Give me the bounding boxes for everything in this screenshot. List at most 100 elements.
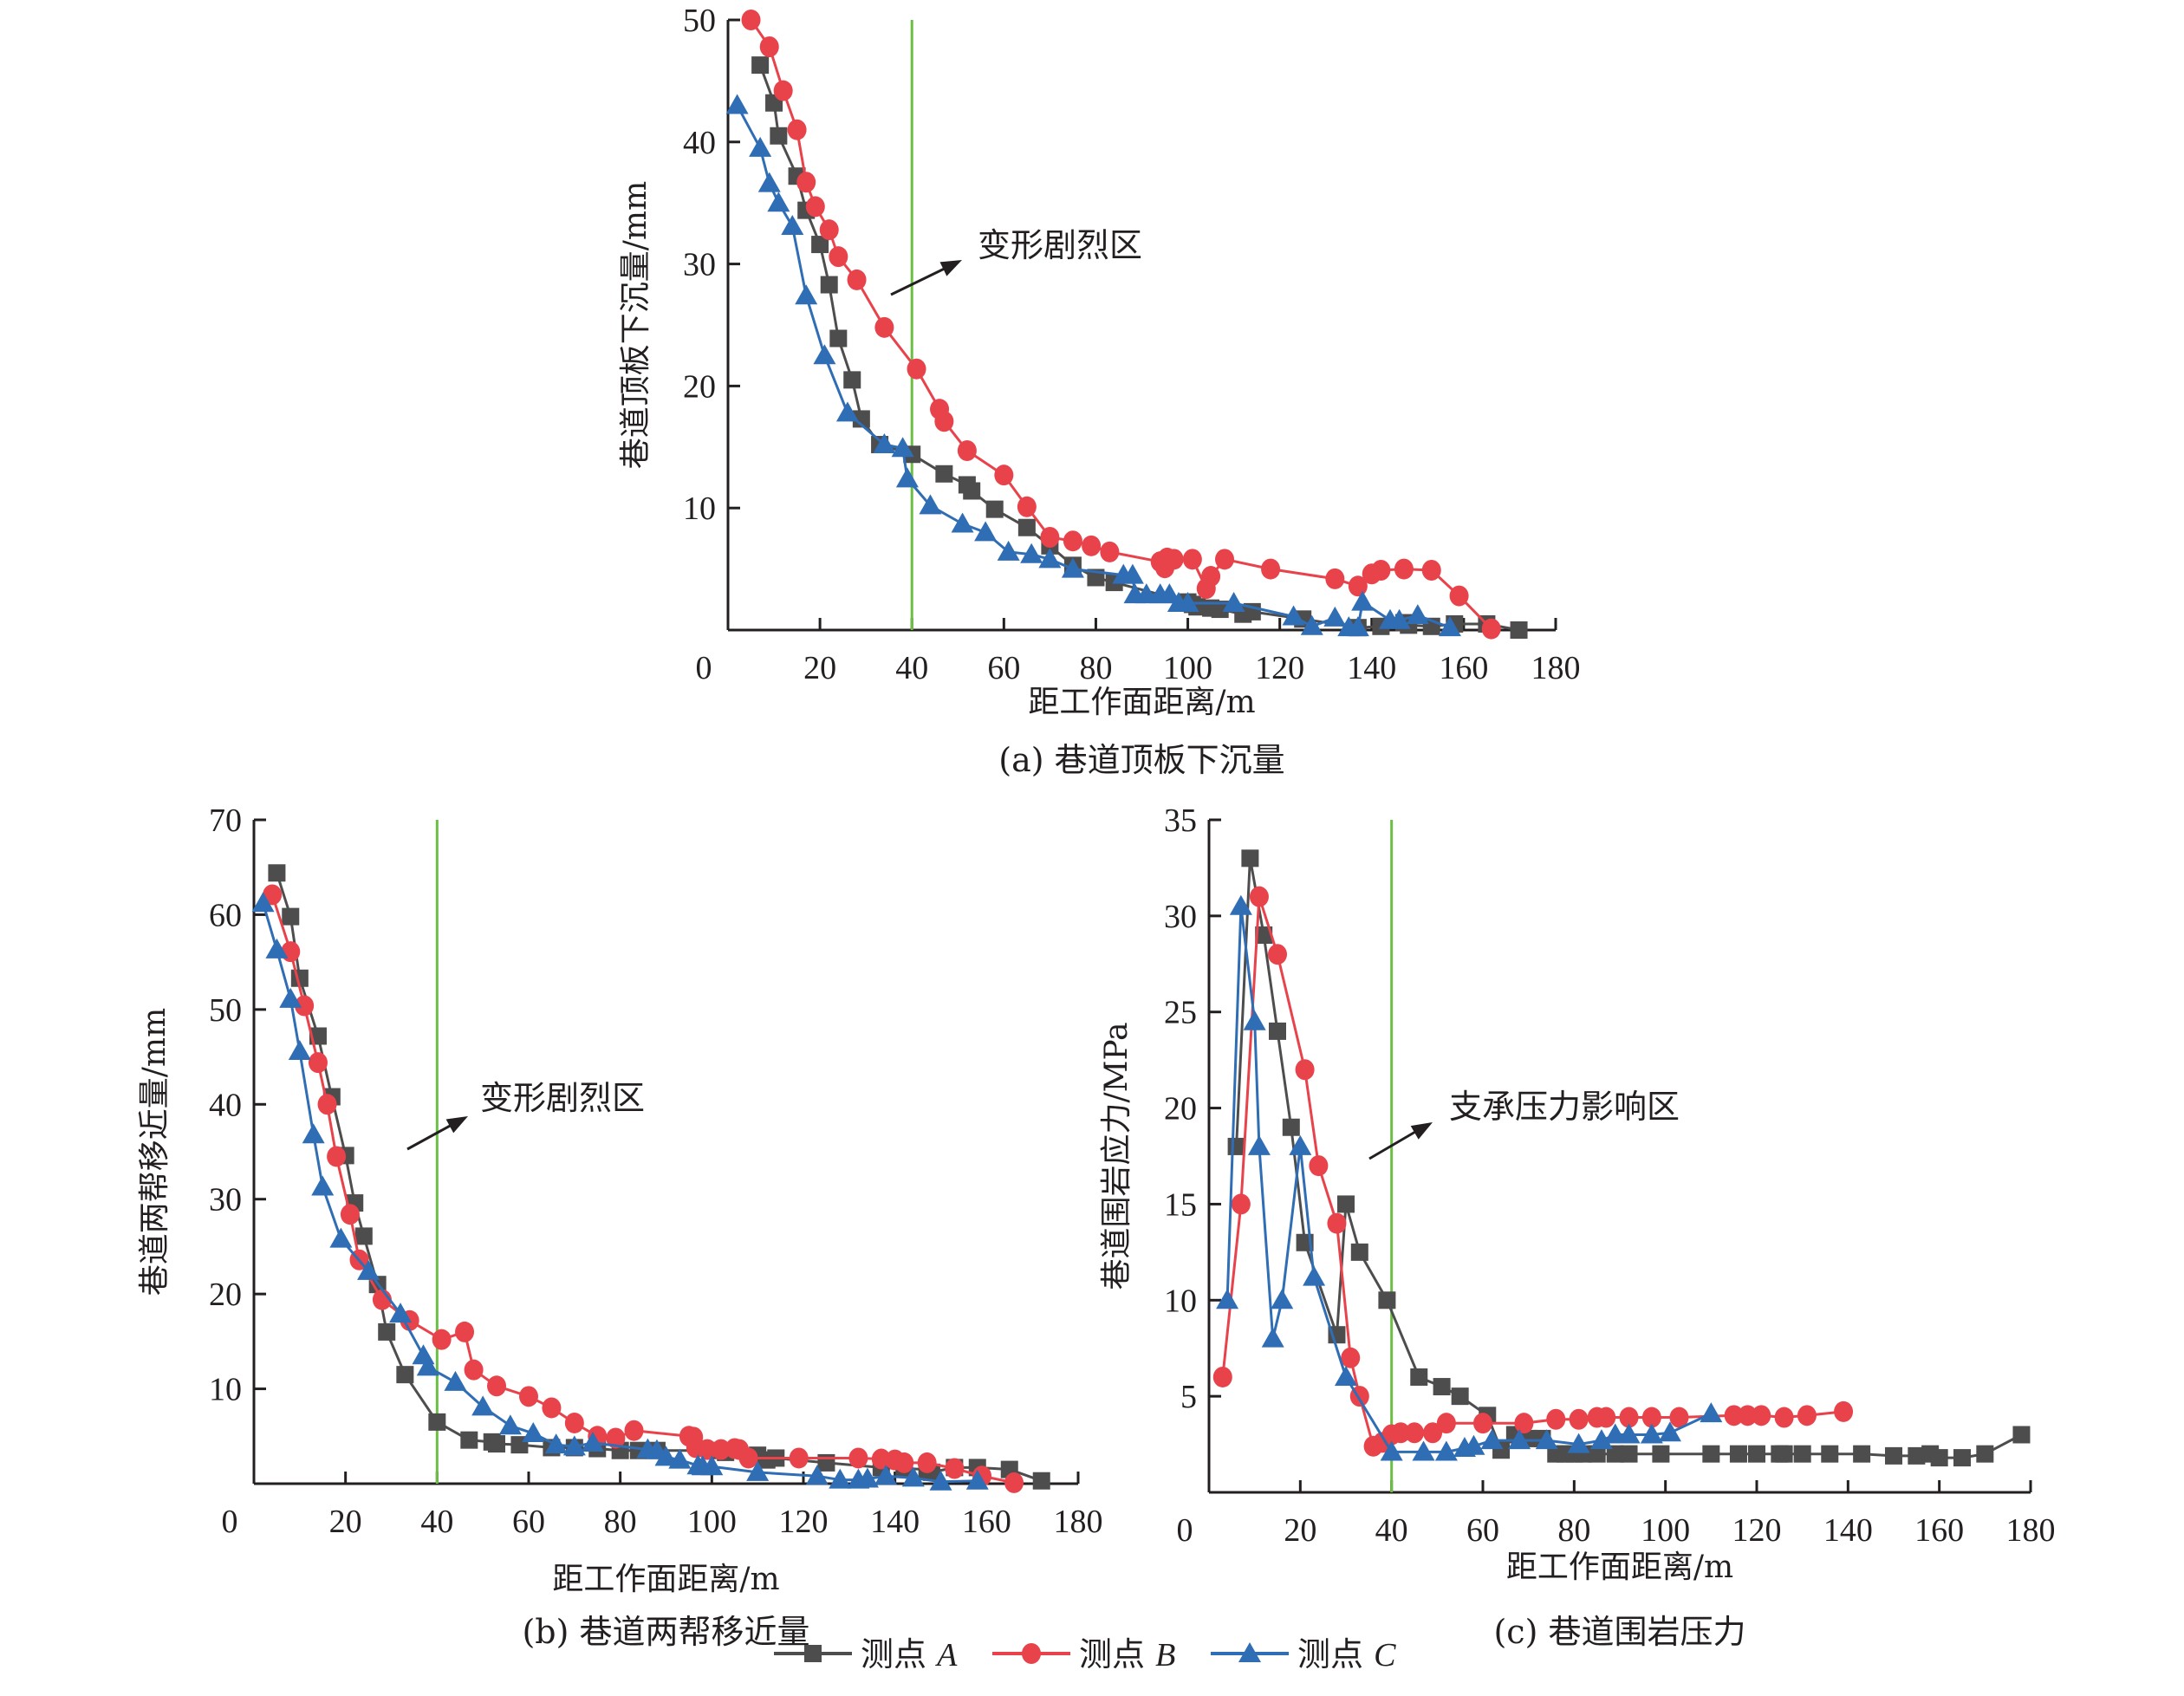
data-point-B <box>606 1427 626 1449</box>
data-point-C <box>1061 557 1084 578</box>
data-point-A <box>1793 1445 1811 1463</box>
data-point-A <box>1885 1446 1902 1465</box>
data-point-B <box>1231 1193 1251 1215</box>
y-tick-label: 30 <box>209 1182 242 1218</box>
data-point-B <box>327 1146 347 1167</box>
data-point-C <box>1589 1429 1613 1450</box>
data-point-B <box>1309 1155 1329 1177</box>
data-point-C <box>1508 1429 1531 1450</box>
data-point-A <box>1350 1243 1368 1261</box>
y-tick-label: 40 <box>683 125 716 161</box>
data-point-B <box>1546 1408 1566 1430</box>
data-point-A <box>2012 1426 2031 1444</box>
data-point-B <box>945 1458 965 1479</box>
data-point-A <box>1930 1449 1948 1467</box>
data-point-C <box>1535 1429 1558 1450</box>
data-point-B <box>1423 1422 1443 1444</box>
data-point-C <box>700 1455 724 1476</box>
data-point-C <box>1222 592 1245 613</box>
data-point-B <box>1473 1413 1492 1434</box>
data-point-B <box>1596 1407 1616 1428</box>
data-point-C <box>357 1259 380 1280</box>
x-tick-label: 60 <box>512 1504 545 1540</box>
data-point-A <box>1017 518 1036 536</box>
data-point-C <box>329 1227 353 1248</box>
data-point-B <box>1261 558 1281 580</box>
y-tick-label: 10 <box>683 491 716 527</box>
data-point-A <box>354 1227 373 1245</box>
data-point-C <box>919 494 942 515</box>
data-point-B <box>564 1412 584 1433</box>
data-point-A <box>282 907 300 926</box>
chart-caption: (b) 巷道两帮移近量 <box>522 1613 809 1651</box>
data-point-B <box>847 269 867 290</box>
data-point-C <box>1261 1327 1284 1348</box>
data-point-A <box>1606 1445 1624 1463</box>
data-point-C <box>1434 1440 1458 1461</box>
data-point-C <box>522 1422 545 1443</box>
data-point-B <box>738 1447 758 1469</box>
data-point-C <box>389 1303 413 1323</box>
data-point-B <box>1514 1413 1534 1434</box>
x-tick-label: 60 <box>987 650 1020 686</box>
y-tick-label: 30 <box>683 247 716 283</box>
data-point-C <box>544 1433 568 1454</box>
data-point-B <box>1669 1407 1689 1428</box>
data-point-A <box>829 329 848 348</box>
x-tick-label: 180 <box>2006 1512 2056 1549</box>
x-tick-label: 140 <box>1823 1512 1873 1549</box>
data-point-B <box>848 1447 868 1469</box>
x-tick-label: 80 <box>1079 650 1112 686</box>
data-point-C <box>412 1344 435 1365</box>
data-point-C <box>265 938 289 958</box>
data-point-C <box>1700 1402 1723 1423</box>
data-point-C <box>813 344 836 365</box>
data-point-A <box>1211 601 1229 619</box>
data-point-B <box>1004 1472 1024 1493</box>
data-point-C <box>1282 605 1305 626</box>
legend: 测点 A 测点 B 测点 C <box>774 1635 1396 1673</box>
data-point-B <box>1797 1405 1817 1426</box>
y-tick-label: 15 <box>1164 1186 1197 1223</box>
data-point-A <box>1729 1445 1747 1463</box>
data-point-A <box>985 500 1004 518</box>
data-point-B <box>711 1439 731 1460</box>
data-point-C <box>302 1123 325 1144</box>
data-point-C <box>829 1468 852 1489</box>
x-tick-label: 120 <box>1732 1512 1782 1549</box>
data-point-C <box>1480 1429 1504 1450</box>
x-tick-label: 40 <box>420 1504 453 1540</box>
legend-item-B: 测点 B <box>992 1635 1175 1673</box>
data-point-B <box>829 246 848 268</box>
chart-caption: (c) 巷道围岩压力 <box>1493 1613 1745 1651</box>
data-point-B <box>1391 1422 1411 1444</box>
data-point-A <box>1269 1022 1286 1040</box>
y-axis-title: 巷道围岩应力/MPa <box>1099 1022 1134 1290</box>
series-C <box>1216 894 1723 1461</box>
data-point-A <box>1953 1449 1971 1467</box>
series-B <box>1212 886 1854 1457</box>
data-point-B <box>1295 1059 1315 1081</box>
arrowhead-icon <box>445 1116 468 1134</box>
data-point-B <box>796 172 816 193</box>
legend-label-suffix: A <box>934 1637 958 1673</box>
x-tick-label: 120 <box>1255 650 1304 686</box>
data-point-B <box>624 1420 644 1441</box>
data-point-B <box>741 10 761 30</box>
data-point-C <box>891 437 914 458</box>
data-point-C <box>279 987 302 1008</box>
legend-label-text: 测点 <box>1079 1635 1155 1673</box>
data-point-A <box>396 1366 414 1384</box>
data-point-B <box>464 1359 484 1381</box>
legend-label: 测点 C <box>1297 1635 1396 1673</box>
legend-label-suffix: B <box>1155 1637 1175 1673</box>
data-point-A <box>820 276 838 294</box>
legend-label-suffix: C <box>1374 1637 1396 1673</box>
data-point-A <box>1032 1472 1050 1490</box>
series-B <box>741 10 1501 640</box>
data-point-C <box>1567 1433 1590 1453</box>
data-point-C <box>1289 1134 1312 1155</box>
data-point-B <box>1100 541 1120 562</box>
series-line-A <box>758 64 1519 632</box>
data-point-B <box>542 1397 562 1419</box>
